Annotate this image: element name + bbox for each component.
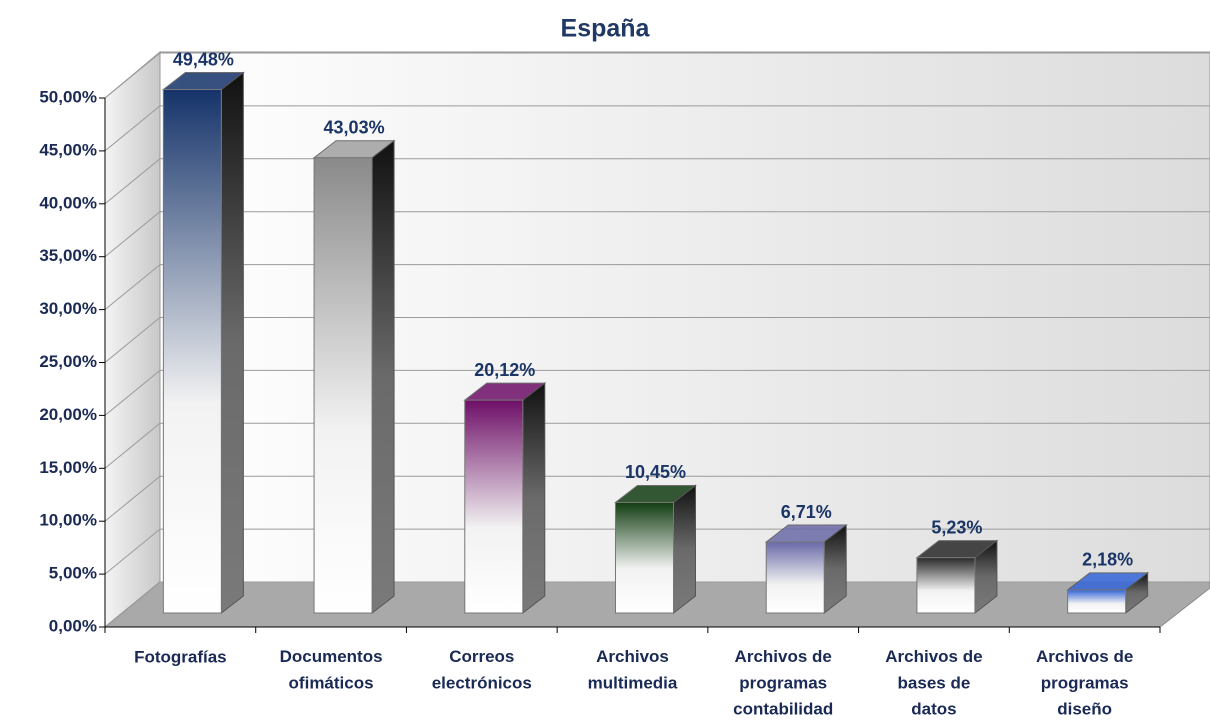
y-tick-label: 35,00% (39, 246, 97, 265)
x-tick-label: Archivos de programas diseño (1036, 647, 1133, 719)
bar (1067, 589, 1127, 614)
y-tick-label: 40,00% (39, 193, 97, 212)
data-label: 10,45% (625, 462, 686, 482)
y-tick-label: 10,00% (39, 511, 97, 530)
grid-line (104, 52, 161, 99)
y-tick-label: 20,00% (39, 405, 97, 424)
x-tick-label: Archivos de bases de datos (885, 647, 982, 719)
chart-title: España (561, 15, 651, 43)
bar (916, 557, 976, 614)
grid-line (104, 317, 161, 363)
grid-line (104, 370, 161, 416)
grid-line (104, 264, 161, 310)
grid-line (104, 158, 161, 205)
bar (765, 541, 825, 614)
data-label: 49,48% (173, 49, 234, 69)
bar-side (371, 139, 395, 615)
data-label: 5,23% (931, 517, 982, 537)
y-tick-label: 45,00% (39, 140, 97, 159)
bar (615, 501, 674, 614)
bar (464, 399, 524, 614)
y-tick-label: 30,00% (39, 299, 97, 318)
bar (313, 157, 373, 614)
y-tick-label: 5,00% (49, 564, 97, 583)
y-tick-label: 15,00% (39, 458, 97, 477)
data-label: 43,03% (324, 117, 385, 137)
bar-side (522, 382, 546, 615)
grid-line (104, 105, 161, 152)
x-tick-label: Documentos ofimáticos (280, 647, 383, 692)
bar-side (673, 484, 696, 615)
x-tick-label: Fotografías (134, 647, 227, 666)
grid-line (104, 211, 161, 258)
data-label: 6,71% (781, 502, 832, 522)
y-tick-label: 25,00% (39, 352, 97, 371)
x-tick-label: Correos electrónicos (432, 647, 532, 692)
bar (162, 89, 222, 614)
grid-line (104, 581, 161, 628)
grid-line (104, 528, 161, 575)
y-tick-label: 0,00% (49, 616, 97, 635)
x-tick-label: Archivos de programas contabilidad (733, 647, 833, 719)
grid-line (104, 422, 161, 469)
data-label: 2,18% (1082, 550, 1133, 570)
x-tick-label: Archivos multimedia (588, 647, 678, 692)
bar-side (220, 71, 244, 615)
data-label: 20,12% (474, 360, 535, 380)
grid-line (104, 475, 161, 522)
y-tick-label: 50,00% (39, 87, 97, 106)
